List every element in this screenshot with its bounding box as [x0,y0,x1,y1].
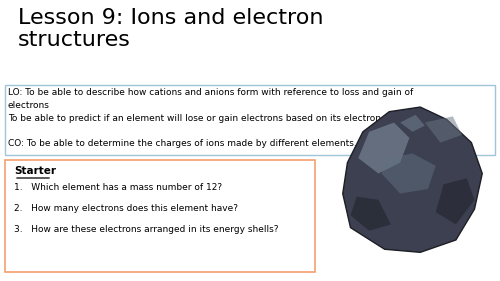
Polygon shape [400,115,425,132]
Text: 1.   Which element has a mass number of 12?: 1. Which element has a mass number of 12… [14,183,222,192]
Text: 2.   How many electrons does this element have?: 2. How many electrons does this element … [14,204,238,213]
FancyBboxPatch shape [5,85,495,155]
Polygon shape [382,153,436,194]
Text: Lesson 9: Ions and electron
structures: Lesson 9: Ions and electron structures [18,8,324,50]
Text: LO: To be able to describe how cations and anions form with reference to loss an: LO: To be able to describe how cations a… [8,88,425,148]
Polygon shape [425,116,462,143]
Polygon shape [350,197,391,231]
Polygon shape [436,178,474,225]
Text: 3.   How are these electrons arranged in its energy shells?: 3. How are these electrons arranged in i… [14,225,278,234]
FancyBboxPatch shape [5,160,315,272]
Polygon shape [358,123,410,173]
Polygon shape [343,107,482,252]
Text: Starter: Starter [14,166,56,176]
